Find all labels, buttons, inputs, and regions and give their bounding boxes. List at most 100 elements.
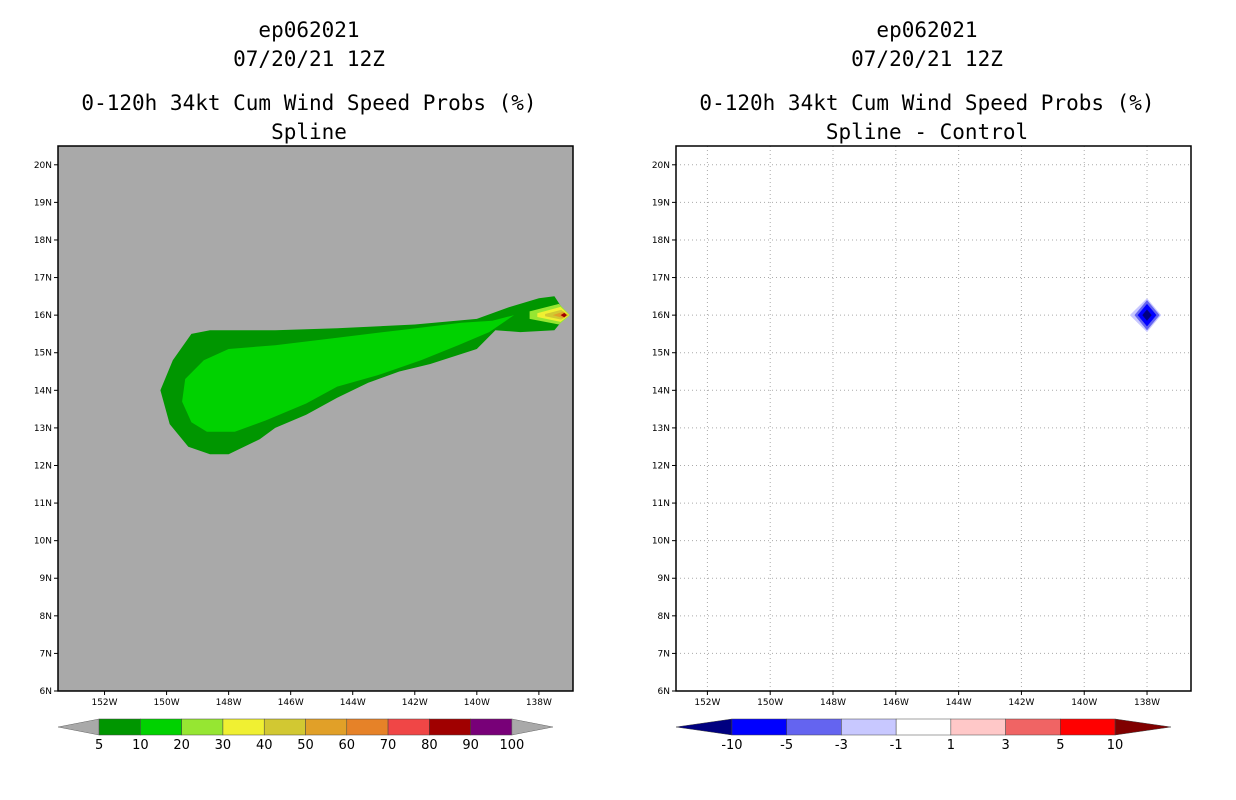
colorbar-label: -1 — [890, 738, 903, 753]
colorbar-box — [1005, 718, 1061, 736]
y-tick-label: 16N — [34, 311, 52, 321]
colorbar-label: 70 — [380, 738, 397, 753]
plot-background — [676, 146, 1191, 691]
contour-level-80 — [560, 312, 567, 318]
contour-level-neg10 — [1142, 309, 1152, 321]
datetime: 07/20/21 12Z — [233, 47, 385, 71]
x-tick-label: 142W — [1008, 698, 1034, 708]
contour-layer — [676, 146, 1191, 691]
left-chart-panel: ep062021 07/20/21 12Z 0-120h 34kt Cum Wi… — [34, 18, 574, 753]
y-tick-label: 9N — [40, 574, 52, 584]
colorbar-box — [1060, 718, 1116, 736]
colorbar-box — [98, 718, 141, 736]
colorbar-label: -5 — [780, 738, 793, 753]
y-tick-label: 20N — [652, 161, 670, 171]
y-tick-label: 15N — [652, 349, 670, 359]
y-tick-label: 17N — [34, 274, 52, 284]
plot-frame — [675, 145, 1192, 692]
x-tick-label: 146W — [278, 698, 304, 708]
colorbar-label: 10 — [1107, 738, 1124, 753]
chart-title: 0-120h 34kt Cum Wind Speed Probs (%) — [81, 91, 537, 115]
right-chart-panel: ep062021 07/20/21 12Z 0-120h 34kt Cum Wi… — [618, 0, 1236, 800]
y-tick-label: 18N — [652, 236, 670, 246]
y-tick-label: 20N — [34, 161, 52, 171]
contour-level-10 — [182, 315, 515, 432]
colorbar-label: 100 — [500, 738, 525, 753]
colorbar-upper-cap — [1114, 718, 1172, 736]
colorbar-label: 3 — [1001, 738, 1009, 753]
y-tick-label: 12N — [652, 461, 670, 471]
datetime: 07/20/21 12Z — [851, 47, 1003, 71]
colorbar-lower-cap — [57, 718, 100, 736]
y-tick-label: 19N — [652, 198, 670, 208]
y-tick-label: 17N — [652, 274, 670, 284]
y-tick-label: 13N — [652, 424, 670, 434]
y-tick-label: 8N — [658, 612, 670, 622]
y-tick-label: 18N — [34, 236, 52, 246]
x-tick-label: 138W — [526, 698, 552, 708]
plot-frame — [57, 145, 574, 692]
chart-subtitle: Spline — [271, 120, 347, 144]
x-tick-label: 152W — [694, 698, 720, 708]
x-tick-label: 144W — [340, 698, 366, 708]
y-tick-label: 6N — [40, 687, 52, 697]
x-tick-label: 140W — [1071, 698, 1097, 708]
colorbar-label: 5 — [95, 738, 103, 753]
colorbar-box — [470, 718, 513, 736]
left-plot: 152W 150W 148W 146W 144W 142W 140W 138W 6N 7N 8N 9N… — [34, 145, 574, 753]
colorbar-box — [731, 718, 787, 736]
colorbar-label: -10 — [721, 738, 742, 753]
chart-subtitle: Spline - Control — [825, 120, 1029, 144]
colorbar-box — [950, 718, 1006, 736]
colorbar-label: 90 — [462, 738, 479, 753]
colorbar-box — [222, 718, 265, 736]
y-tick-label: 15N — [34, 349, 52, 359]
y-tick-label: 9N — [658, 574, 670, 584]
x-tick-label: 142W — [402, 698, 428, 708]
x-tick-label: 146W — [883, 698, 909, 708]
y-tick-label: 10N — [34, 537, 52, 547]
colorbar-box — [841, 718, 897, 736]
x-tick-label: 144W — [946, 698, 972, 708]
storm-id: ep062021 — [876, 18, 978, 42]
x-tick-label: 138W — [1134, 698, 1160, 708]
colorbar-lower-cap — [675, 718, 733, 736]
storm-id: ep062021 — [258, 18, 360, 42]
x-tick-label: 140W — [464, 698, 490, 708]
x-tick-label: 150W — [154, 698, 180, 708]
y-tick-label: 6N — [658, 687, 670, 697]
y-tick-label: 7N — [40, 649, 52, 659]
y-tick-label: 16N — [652, 311, 670, 321]
colorbar-box — [140, 718, 182, 736]
colorbar-box — [786, 718, 842, 736]
colorbar-box — [429, 718, 471, 736]
colorbar-box — [387, 718, 430, 736]
x-tick-label: 148W — [820, 698, 846, 708]
colorbar-label: 1 — [947, 738, 955, 753]
colorbar-label: 50 — [297, 738, 314, 753]
colorbar-label: 30 — [215, 738, 232, 753]
colorbar-label: 80 — [421, 738, 438, 753]
y-tick-label: 11N — [34, 499, 52, 509]
y-tick-label: 11N — [652, 499, 670, 509]
contour-layer — [160, 296, 570, 455]
colorbar-label: 20 — [173, 738, 190, 753]
colorbar-box — [263, 718, 306, 736]
y-tick-label: 8N — [40, 612, 52, 622]
colorbar-label: 10 — [132, 738, 149, 753]
y-tick-label: 19N — [34, 198, 52, 208]
colorbar-box — [305, 718, 348, 736]
x-tick-label: 152W — [91, 698, 117, 708]
x-tick-label: 148W — [216, 698, 242, 708]
colorbar-label: 40 — [256, 738, 273, 753]
right-plot: 152W 150W 148W 146W 144W 142W 140W 138W 6N 7N 8N 9N… — [652, 145, 1192, 753]
y-tick-label: 7N — [658, 649, 670, 659]
plot-background — [58, 146, 573, 691]
colorbar-box — [895, 718, 952, 736]
colorbar-label: -3 — [835, 738, 848, 753]
y-tick-label: 13N — [34, 424, 52, 434]
y-tick-label: 14N — [34, 386, 52, 396]
colorbar-label: 60 — [339, 738, 356, 753]
colorbar-box — [181, 718, 224, 736]
y-tick-label: 14N — [652, 386, 670, 396]
